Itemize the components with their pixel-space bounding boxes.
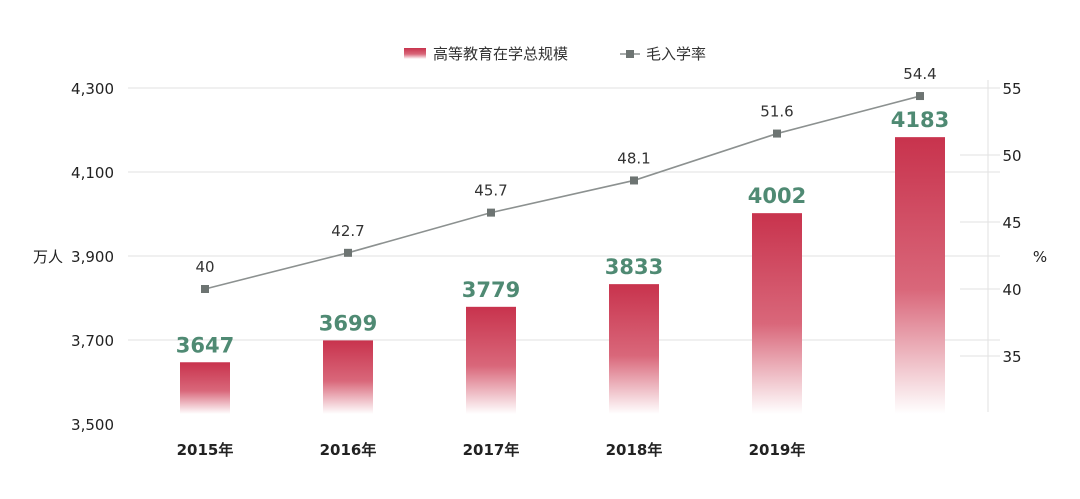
- bar: [609, 284, 659, 414]
- line-point: [201, 285, 209, 293]
- line-value-label: 54.4: [903, 65, 936, 83]
- bar-value-label: 3647: [176, 333, 234, 357]
- legend-line-label: 毛入学率: [646, 45, 706, 63]
- line-value-label: 42.7: [331, 222, 364, 240]
- gridlines: [128, 80, 1000, 412]
- line-point: [344, 248, 352, 257]
- legend-bar-label: 高等教育在学总规模: [433, 45, 568, 63]
- legend-bar-swatch: [404, 48, 426, 59]
- y-right-tick-label: 40: [1002, 281, 1021, 299]
- bar: [895, 137, 945, 414]
- y-right-tick-label: 45: [1002, 214, 1021, 232]
- bar: [323, 340, 373, 414]
- line-series: 40 42.7 45.7 48.1 51.6 54.4: [195, 65, 937, 293]
- y-left-tick-label: 3,500: [71, 416, 114, 434]
- y-left-tick-label: 4,100: [71, 164, 114, 182]
- y-left-tick-label: 3,900: [71, 248, 114, 266]
- y-right-axis-label: %: [1033, 248, 1047, 266]
- y-right-tick-label: 55: [1002, 80, 1021, 98]
- bar: [466, 306, 516, 414]
- bar: [180, 362, 230, 414]
- y-right-tick-label: 50: [1002, 147, 1021, 165]
- axes: 3,500 3,700 3,900 4,100 4,300 万人 35 40 45 50 55% 20…: [33, 80, 1047, 459]
- bar-series: 3647 3699 3779 3833 4002 4183: [176, 108, 949, 414]
- line-value-label: 45.7: [474, 182, 507, 200]
- y-right-tick-label: 35: [1002, 348, 1021, 366]
- x-tick-label: 2015年: [177, 441, 234, 459]
- bar-value-label: 4183: [891, 108, 949, 132]
- bar-value-label: 3699: [319, 311, 377, 335]
- line-point: [773, 129, 781, 138]
- bar-value-label: 3833: [605, 255, 663, 279]
- line-point: [916, 92, 924, 101]
- line-point: [487, 208, 495, 217]
- x-tick-label: 2019年: [749, 441, 806, 459]
- bar: [752, 213, 802, 414]
- y-left-axis-label: 万人: [33, 248, 63, 266]
- line-point: [630, 176, 638, 185]
- x-tick-label: 2017年: [463, 441, 520, 459]
- line-value-label: 48.1: [617, 149, 650, 167]
- line-value-label: 40: [195, 258, 214, 276]
- x-tick-label: 2018年: [606, 441, 663, 459]
- legend-line-marker: [626, 50, 634, 58]
- y-left-tick-label: 3,700: [71, 332, 114, 350]
- bar-value-label: 3779: [462, 278, 520, 302]
- x-tick-label: 2016年: [320, 441, 377, 459]
- legend: 高等教育在学总规模 毛入学率: [404, 45, 706, 63]
- y-left-tick-label: 4,300: [71, 80, 114, 98]
- bar-value-label: 4002: [748, 184, 806, 208]
- line-value-label: 51.6: [760, 103, 793, 121]
- rate-line: [204, 95, 921, 290]
